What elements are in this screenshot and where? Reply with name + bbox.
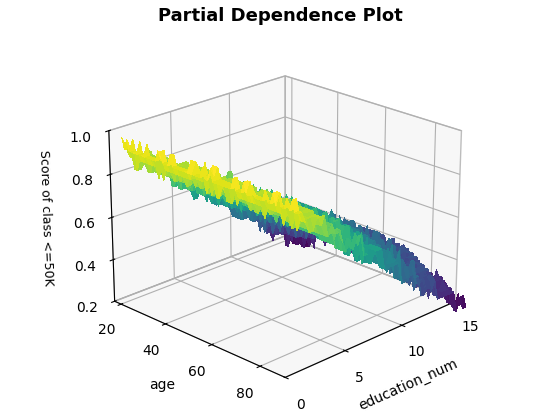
X-axis label: education_num: education_num <box>357 357 460 413</box>
Y-axis label: age: age <box>149 378 175 392</box>
Title: Partial Dependence Plot: Partial Dependence Plot <box>157 7 403 25</box>
